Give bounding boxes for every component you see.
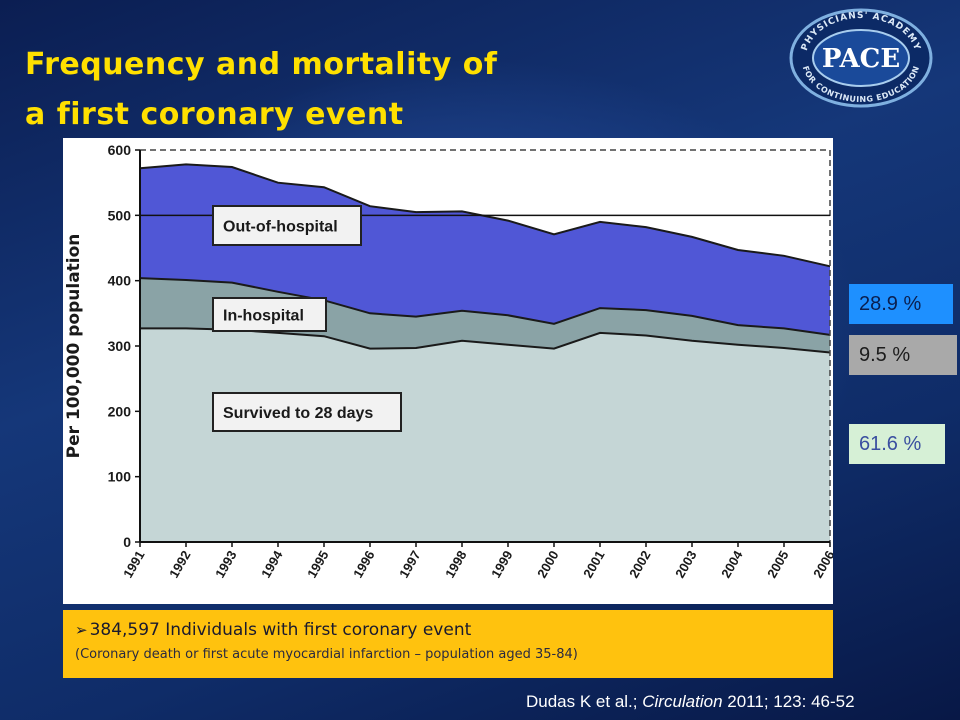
note-line-2: (Coronary death or first acute myocardia…: [75, 647, 578, 662]
logo-center-text: PACE: [822, 44, 900, 74]
survived-percent: 61.6 %: [849, 424, 945, 464]
y-axis-title: Per 100,000 population: [64, 234, 84, 459]
y-tick-label: 500: [108, 207, 132, 223]
x-tick-label: 2003: [672, 548, 699, 581]
stacked-area-chart: 0 100 200 300 400 500 600 Per 100,000 populatio…: [64, 142, 833, 581]
y-tick-label: 100: [108, 469, 132, 485]
x-tick-label: 1996: [350, 548, 377, 581]
x-tick-label: 2000: [534, 548, 561, 581]
x-tick-label: 2006: [810, 548, 833, 581]
y-tick-label: 300: [108, 338, 132, 354]
x-tick-label: 2002: [626, 548, 653, 581]
out-of-hospital-percent: 28.9 %: [849, 284, 953, 324]
y-tick-label: 0: [123, 534, 131, 550]
note-line-1: ➢ 384,597 Individuals with first coronary…: [75, 616, 833, 644]
x-tick-label: 1993: [212, 548, 239, 581]
x-tick-label: 1991: [120, 548, 147, 581]
x-tick-label: 1999: [488, 548, 515, 581]
boundary-line-in-hospital: [139, 277, 831, 336]
note-main-text: 384,597 Individuals with first coronary …: [89, 620, 472, 640]
x-tick-label: 1995: [304, 548, 331, 581]
x-tick-label: 1997: [396, 548, 423, 581]
title-line-2: a first coronary event: [25, 97, 404, 132]
x-tick-label: 2005: [764, 548, 791, 581]
y-tick-label: 400: [108, 273, 132, 289]
citation-authors: Dudas K et al.;: [526, 692, 643, 711]
citation: Dudas K et al.; Circulation 2011; 123: 4…: [526, 692, 855, 712]
x-tick-label: 1992: [166, 548, 193, 581]
area-in-hospital: [140, 278, 830, 353]
x-tick-label: 2001: [580, 548, 607, 581]
citation-journal: Circulation: [642, 692, 723, 711]
in-hospital-percent: 9.5 %: [849, 335, 957, 375]
x-tick-label: 2004: [718, 547, 746, 580]
slide-title: Frequency and mortality of a first coron…: [25, 40, 497, 140]
series-label-out-of-hospital: Out-of-hospital: [223, 219, 338, 236]
series-label-in-hospital: In-hospital: [223, 308, 304, 325]
summary-note: ➢ 384,597 Individuals with first coronary…: [63, 610, 833, 678]
title-line-1: Frequency and mortality of: [25, 47, 498, 82]
series-label-box-survived-to-28-days: [212, 392, 402, 432]
series-label-survived-to-28-days: Survived to 28 days: [223, 405, 373, 422]
area-chart-panel: 0 100 200 300 400 500 600 Per 100,000 populatio…: [63, 138, 833, 604]
x-tick-label: 1994: [258, 547, 286, 580]
citation-details: 2011; 123: 46-52: [722, 692, 855, 711]
pace-logo: PHYSICIANS' ACADEMY FOR CONTINUING EDUCA…: [789, 8, 933, 108]
arrow-bullet-icon: ➢: [75, 621, 88, 639]
x-tick-label: 1998: [442, 548, 469, 581]
area-survived-to-28-days: [140, 328, 830, 542]
y-tick-label: 200: [108, 403, 132, 419]
series-label-box-out-of-hospital: [212, 205, 362, 246]
y-tick-label: 600: [108, 142, 132, 158]
series-label-box-in-hospital: [212, 297, 327, 332]
